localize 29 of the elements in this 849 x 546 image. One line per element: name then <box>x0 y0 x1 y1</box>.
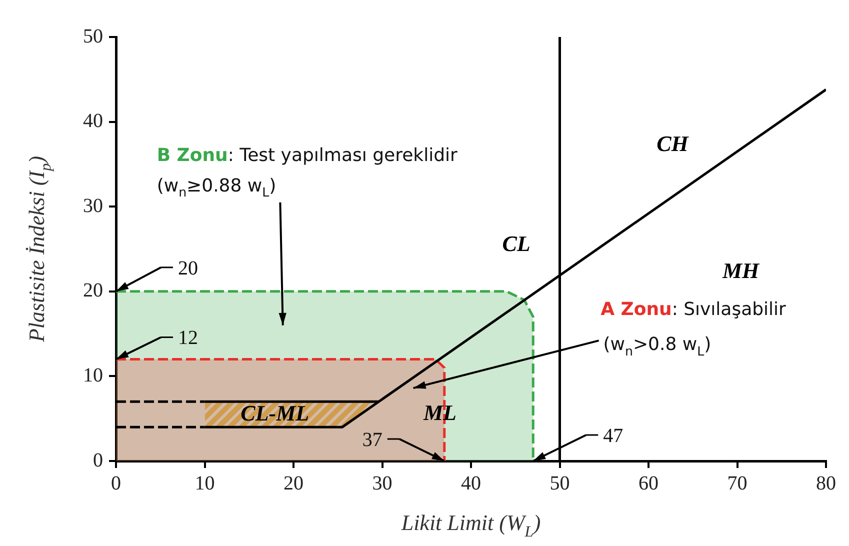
annotation: : Test yapılması gereklidir <box>228 144 458 166</box>
x-tick-label: 10 <box>194 472 215 494</box>
annotation: CL-ML <box>240 400 310 426</box>
annotation: 47 <box>603 425 624 447</box>
y-tick-label: 20 <box>83 280 103 302</box>
y-tick-label: 40 <box>83 110 103 132</box>
y-axis-title: Plastisite İndeksi (Ip) <box>24 156 55 344</box>
x-tick-label: 20 <box>284 472 304 494</box>
x-tick-label: 40 <box>461 472 481 494</box>
x-tick-label: 0 <box>111 472 121 494</box>
y-tick-label: 10 <box>83 364 103 386</box>
annotation: CH <box>656 131 690 156</box>
annotation: 20 <box>178 257 198 280</box>
x-tick-label: 50 <box>550 472 570 494</box>
x-tick-label: 70 <box>727 472 748 494</box>
text: A Zonu <box>600 299 672 320</box>
annotation: 37 <box>362 429 382 451</box>
annotation: : Sıvılaşabilir <box>672 299 787 320</box>
y-tick-label: 50 <box>83 25 103 48</box>
annotation: MH <box>721 258 760 284</box>
x-tick-label: 30 <box>372 472 392 494</box>
annotation: ML <box>422 400 456 425</box>
text: B Zonu <box>156 144 228 166</box>
y-tick-label: 30 <box>83 194 103 217</box>
y-tick-label: 0 <box>93 449 103 472</box>
annotation: 12 <box>178 327 198 350</box>
x-tick-label: 60 <box>638 472 658 494</box>
x-tick-label: 80 <box>816 472 836 494</box>
annotation: CL <box>502 231 530 256</box>
